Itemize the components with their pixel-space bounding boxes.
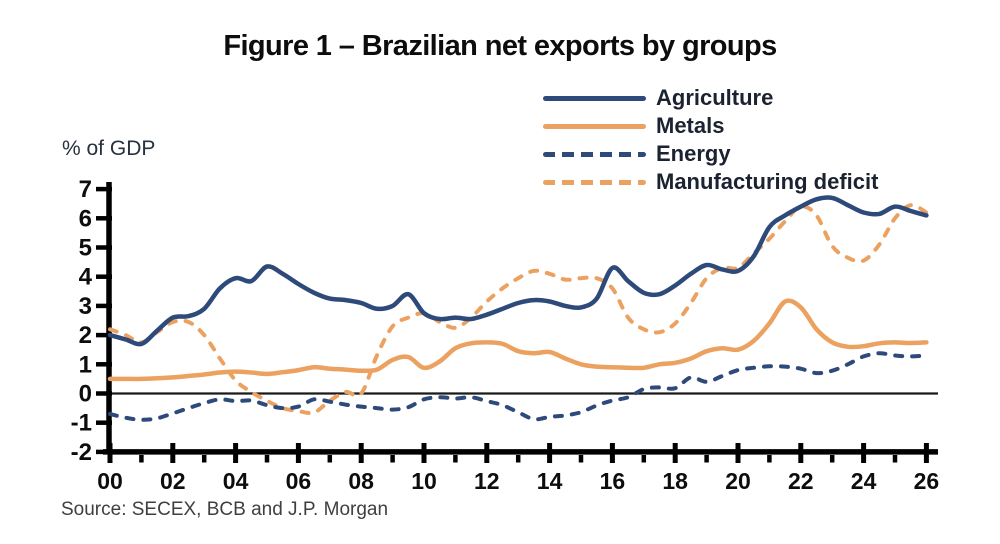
x-axis-tick-label: 20 (725, 468, 751, 494)
x-axis-tick-label: 22 (788, 468, 814, 494)
x-axis-tick-label: 14 (537, 468, 563, 494)
y-axis-tick-label: 6 (79, 205, 92, 232)
y-axis-tick-label: 2 (79, 322, 92, 349)
x-axis-tick-label: 26 (914, 468, 940, 494)
legend-label: Manufacturing deficit (656, 169, 879, 194)
x-axis-tick-label: 08 (348, 468, 374, 494)
y-axis-tick-label: 3 (79, 293, 92, 320)
y-axis-tick-label: 7 (79, 176, 92, 203)
legend-label: Metals (656, 113, 725, 138)
legend-row: Manufacturing deficit (543, 168, 878, 196)
x-axis-tick-label: 02 (160, 468, 186, 494)
y-axis-tick-label: 4 (79, 264, 93, 291)
metals-line (107, 298, 929, 382)
x-axis-tick-label: 06 (286, 468, 312, 494)
y-axis-tick-label: 1 (79, 351, 92, 378)
legend-row: Agriculture (543, 84, 878, 112)
x-axis-tick-label: 00 (97, 468, 123, 494)
energy-line (108, 351, 929, 422)
legend-label: Agriculture (656, 85, 774, 110)
y-axis-tick-label: -1 (71, 410, 92, 437)
y-axis-unit-label: % of GDP (62, 137, 156, 160)
energy-line-swatch-icon (543, 151, 646, 157)
chart-title: Figure 1 – Brazilian net exports by grou… (223, 30, 777, 62)
y-axis-tick-label: -2 (71, 439, 92, 466)
source-note: Source: SECEX, BCB and J.P. Morgan (61, 499, 389, 520)
manufacturing-deficit-line-swatch-icon (543, 179, 646, 185)
x-axis-tick-label: 12 (474, 468, 500, 494)
agriculture-line-swatch-icon (543, 95, 646, 101)
manufacturing-deficit-line (108, 203, 929, 416)
x-axis-tick-label: 16 (600, 468, 626, 494)
x-axis-tick-label: 18 (662, 468, 688, 494)
metals-line-swatch-icon (543, 123, 646, 129)
y-axis-tick-label: 5 (79, 235, 92, 262)
legend-label: Energy (656, 141, 731, 166)
y-axis-tick-label: 0 (79, 381, 92, 408)
x-axis-tick-label: 10 (411, 468, 437, 494)
legend-row: Energy (543, 140, 878, 168)
x-axis-tick-label: 04 (223, 468, 249, 494)
agriculture-line (107, 195, 929, 347)
legend: Agriculture Metals Energy Manufacturing … (543, 84, 878, 196)
legend-row: Metals (543, 112, 878, 140)
x-axis-tick-label: 24 (851, 468, 877, 494)
